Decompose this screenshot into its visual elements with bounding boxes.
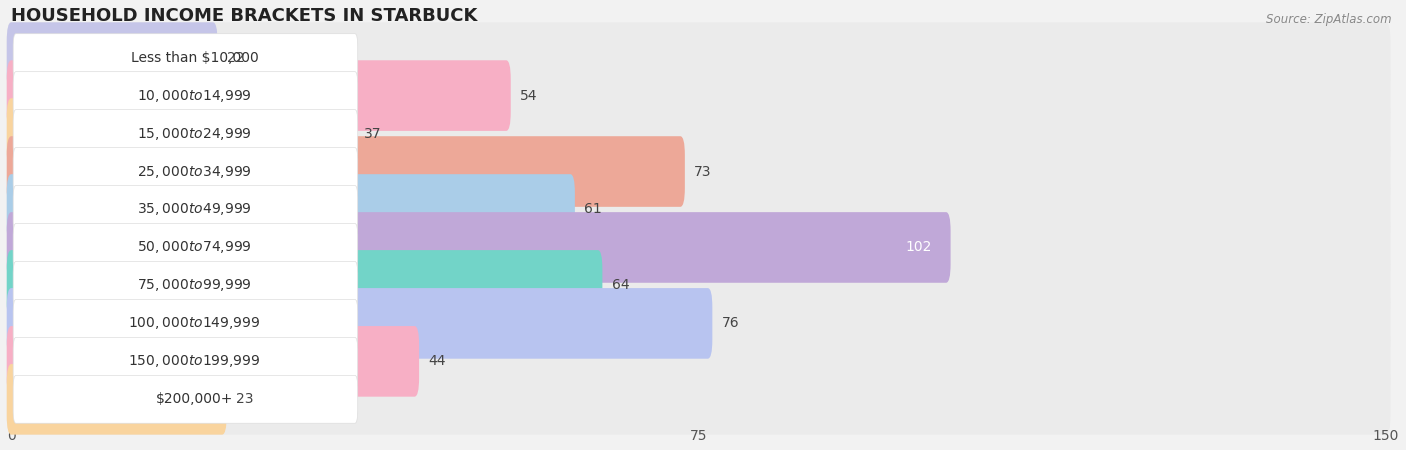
Text: $200,000+: $200,000+ (156, 392, 233, 406)
Text: $10,000 to $14,999: $10,000 to $14,999 (138, 88, 252, 104)
Text: $75,000 to $99,999: $75,000 to $99,999 (138, 277, 252, 293)
FancyBboxPatch shape (7, 250, 1391, 321)
Text: $150,000 to $199,999: $150,000 to $199,999 (128, 353, 260, 369)
FancyBboxPatch shape (7, 60, 1391, 131)
FancyBboxPatch shape (7, 22, 218, 93)
FancyBboxPatch shape (13, 299, 357, 347)
Text: $15,000 to $24,999: $15,000 to $24,999 (138, 126, 252, 142)
FancyBboxPatch shape (13, 224, 357, 271)
Text: 64: 64 (612, 279, 628, 292)
FancyBboxPatch shape (7, 98, 354, 169)
Text: 22: 22 (226, 50, 245, 65)
FancyBboxPatch shape (13, 110, 357, 158)
Text: $25,000 to $34,999: $25,000 to $34,999 (138, 163, 252, 180)
FancyBboxPatch shape (13, 72, 357, 120)
Text: 23: 23 (236, 392, 253, 406)
FancyBboxPatch shape (13, 185, 357, 234)
FancyBboxPatch shape (7, 364, 1391, 435)
FancyBboxPatch shape (7, 136, 685, 207)
FancyBboxPatch shape (7, 326, 419, 396)
Text: 73: 73 (695, 165, 711, 179)
FancyBboxPatch shape (13, 261, 357, 309)
FancyBboxPatch shape (7, 288, 1391, 359)
Text: HOUSEHOLD INCOME BRACKETS IN STARBUCK: HOUSEHOLD INCOME BRACKETS IN STARBUCK (11, 7, 478, 25)
FancyBboxPatch shape (13, 34, 357, 81)
FancyBboxPatch shape (7, 174, 1391, 245)
Text: 61: 61 (583, 202, 602, 216)
Text: Less than $10,000: Less than $10,000 (131, 50, 259, 65)
FancyBboxPatch shape (7, 174, 575, 245)
FancyBboxPatch shape (7, 250, 602, 321)
Text: $50,000 to $74,999: $50,000 to $74,999 (138, 239, 252, 256)
FancyBboxPatch shape (7, 212, 1391, 283)
FancyBboxPatch shape (13, 338, 357, 385)
Text: 54: 54 (520, 89, 537, 103)
FancyBboxPatch shape (13, 148, 357, 195)
Text: Source: ZipAtlas.com: Source: ZipAtlas.com (1267, 14, 1392, 27)
FancyBboxPatch shape (7, 326, 1391, 396)
Text: 102: 102 (905, 240, 932, 254)
FancyBboxPatch shape (7, 364, 226, 435)
Text: $100,000 to $149,999: $100,000 to $149,999 (128, 315, 260, 331)
FancyBboxPatch shape (7, 60, 510, 131)
Text: $35,000 to $49,999: $35,000 to $49,999 (138, 202, 252, 217)
Text: 37: 37 (364, 126, 381, 140)
Text: 44: 44 (429, 354, 446, 369)
FancyBboxPatch shape (7, 136, 1391, 207)
FancyBboxPatch shape (7, 98, 1391, 169)
FancyBboxPatch shape (7, 212, 950, 283)
FancyBboxPatch shape (13, 375, 357, 423)
FancyBboxPatch shape (7, 22, 1391, 93)
Text: 76: 76 (721, 316, 740, 330)
FancyBboxPatch shape (7, 288, 713, 359)
